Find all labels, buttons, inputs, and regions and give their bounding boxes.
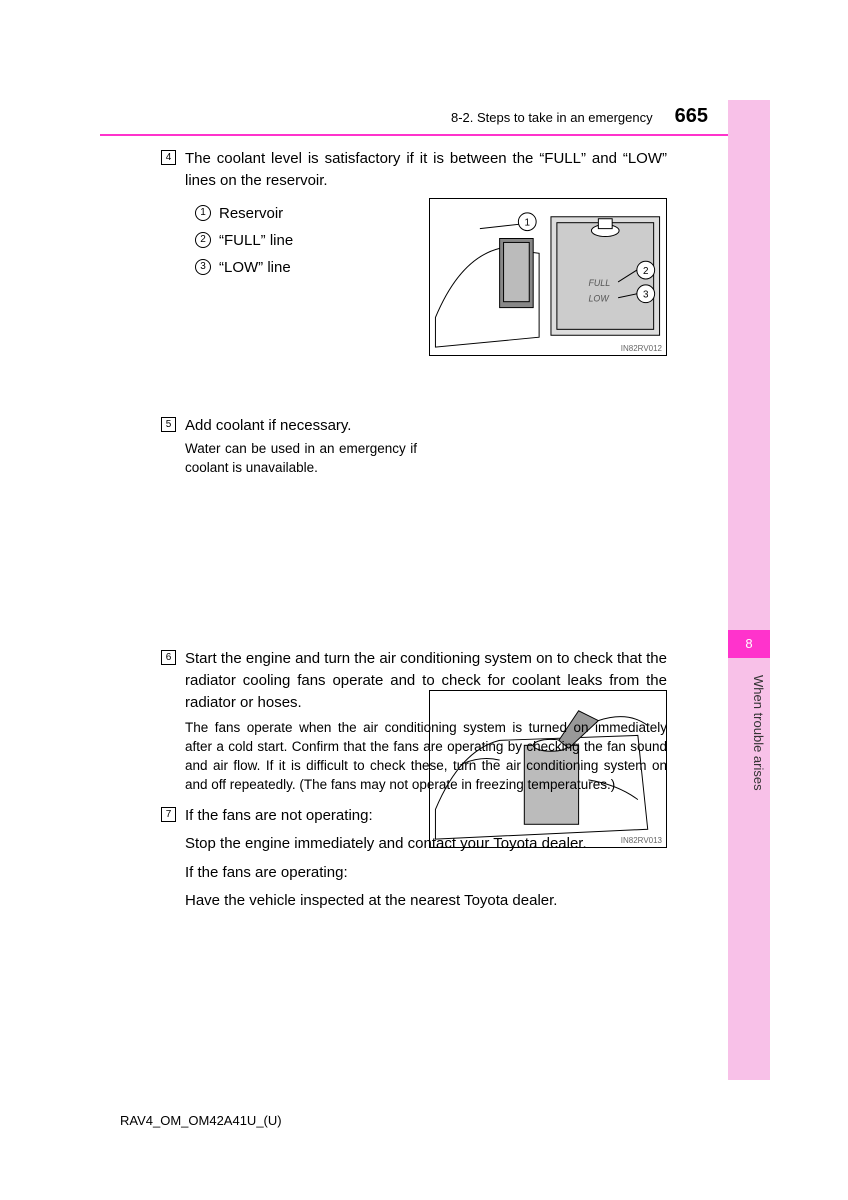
- step-6: 6 Start the engine and turn the air cond…: [185, 648, 667, 795]
- step-4-text: The coolant level is satisfactory if it …: [185, 148, 667, 192]
- svg-text:2: 2: [643, 266, 648, 277]
- full-label: FULL: [588, 278, 610, 288]
- step-4: 4 The coolant level is satisfactory if i…: [185, 148, 667, 281]
- step-7-line4: Have the vehicle inspected at the neares…: [185, 890, 667, 912]
- header-rule: [100, 134, 728, 136]
- callout-label: Reservoir: [219, 200, 283, 227]
- step-6-text: Start the engine and turn the air condit…: [185, 648, 667, 713]
- section-label: 8-2. Steps to take in an emergency: [451, 110, 653, 125]
- content-body: 4 The coolant level is satisfactory if i…: [185, 148, 667, 922]
- step-number-box: 4: [161, 150, 176, 165]
- step-6-note: The fans operate when the air conditioni…: [185, 719, 667, 795]
- callout-label: “FULL” line: [219, 227, 293, 254]
- step-5-text: Add coolant if necessary.: [185, 415, 667, 437]
- step-7-line2: Stop the engine immediately and contact …: [185, 833, 667, 855]
- footer-doc-id: RAV4_OM_OM42A41U_(U): [120, 1113, 282, 1128]
- step-7-line3: If the fans are operating:: [185, 862, 667, 884]
- callout-number-icon: 3: [195, 259, 211, 275]
- svg-text:1: 1: [525, 218, 530, 229]
- step-5-note: Water can be used in an emergency if coo…: [185, 440, 417, 478]
- page-header: 8-2. Steps to take in an emergency 665: [120, 105, 708, 128]
- sidebar-chapter-label: When trouble arises: [751, 675, 766, 791]
- step-7: 7 If the fans are not operating: Stop th…: [185, 805, 667, 912]
- callout-label: “LOW” line: [219, 254, 291, 281]
- figure-id: IN82RV012: [621, 344, 662, 353]
- figure-reservoir-levels: 1 FULL LOW 2 3 IN82RV012: [429, 198, 667, 356]
- step-number-box: 6: [161, 650, 176, 665]
- sidebar-strip: [728, 100, 770, 1080]
- step-7-line1: If the fans are not operating:: [185, 805, 667, 827]
- callout-number-icon: 2: [195, 232, 211, 248]
- step-5: 5 Add coolant if necessary. Water can be…: [185, 415, 667, 479]
- step-number-box: 5: [161, 417, 176, 432]
- page-number: 665: [675, 105, 708, 128]
- svg-text:3: 3: [643, 290, 649, 301]
- callout-number-icon: 1: [195, 205, 211, 221]
- low-label: LOW: [588, 294, 610, 304]
- chapter-tab: 8: [728, 630, 770, 658]
- step-number-box: 7: [161, 807, 176, 822]
